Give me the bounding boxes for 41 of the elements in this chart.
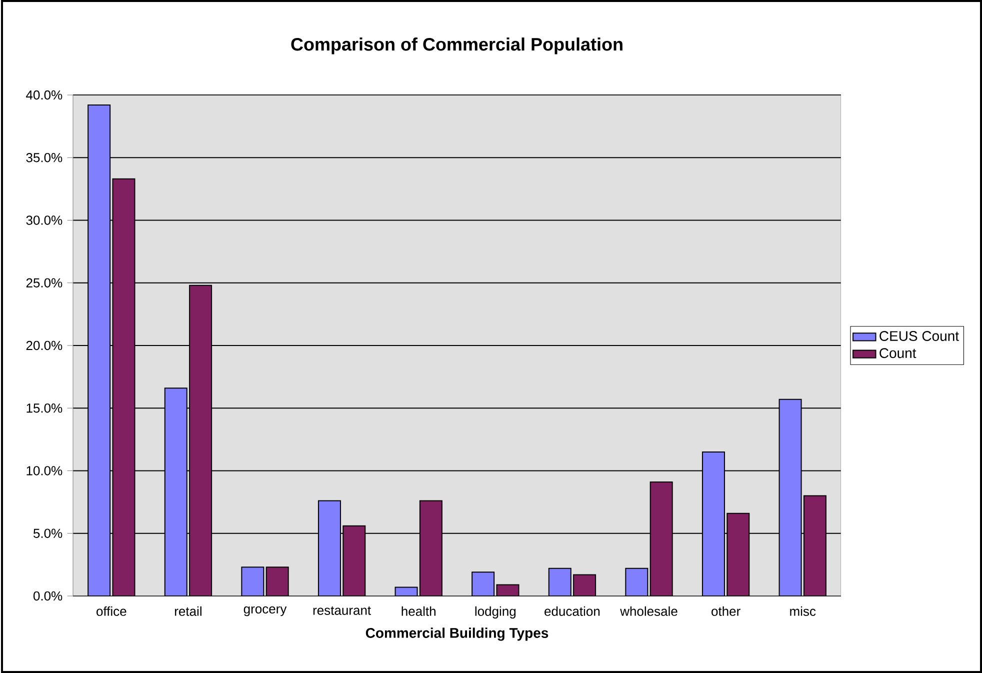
bar [778,398,802,596]
x-tick-label: grocery [244,606,287,616]
y-tick-label: 25.0% [26,278,62,288]
x-tick-label: office [96,606,126,616]
y-tick-label: 10.0% [26,466,62,476]
x-tick-label: lodging [475,606,516,619]
x-tick-label: health [402,606,436,616]
bar [342,525,366,596]
y-tick-label: 40.0% [26,90,62,100]
chart-title: Comparison of Commercial Population [291,38,622,54]
bar [241,566,264,596]
bar [112,178,136,596]
bar [88,104,111,596]
bar [625,568,648,596]
y-tick-label: 15.0% [26,404,62,413]
y-tick-label: 20.0% [26,340,62,350]
x-tick-label: education [544,606,600,616]
x-tick-label: misc [790,606,816,616]
bar [419,500,442,596]
x-axis-title: Commercial Building Types [366,628,548,641]
bar [189,284,212,596]
bar [573,574,596,596]
x-tick-label: restaurant [313,606,371,615]
bar [726,512,750,596]
y-tick-label: 0.0% [33,591,62,601]
bar [548,568,572,596]
x-tick-label: other [712,606,740,616]
y-tick-label: 5.0% [33,528,62,538]
legend-label: Count [880,348,916,358]
bar [472,572,495,596]
bar [803,495,826,596]
bar [650,482,673,596]
legend-label: CEUS Count [880,331,959,341]
bar [318,500,341,596]
y-tick-label: 35.0% [26,153,62,162]
y-tick-label: 30.0% [26,216,62,225]
x-tick-label: retail [174,606,202,616]
bar [702,451,725,596]
bar [164,388,188,596]
x-tick-label: wholesale [620,606,678,616]
bar [266,566,289,596]
